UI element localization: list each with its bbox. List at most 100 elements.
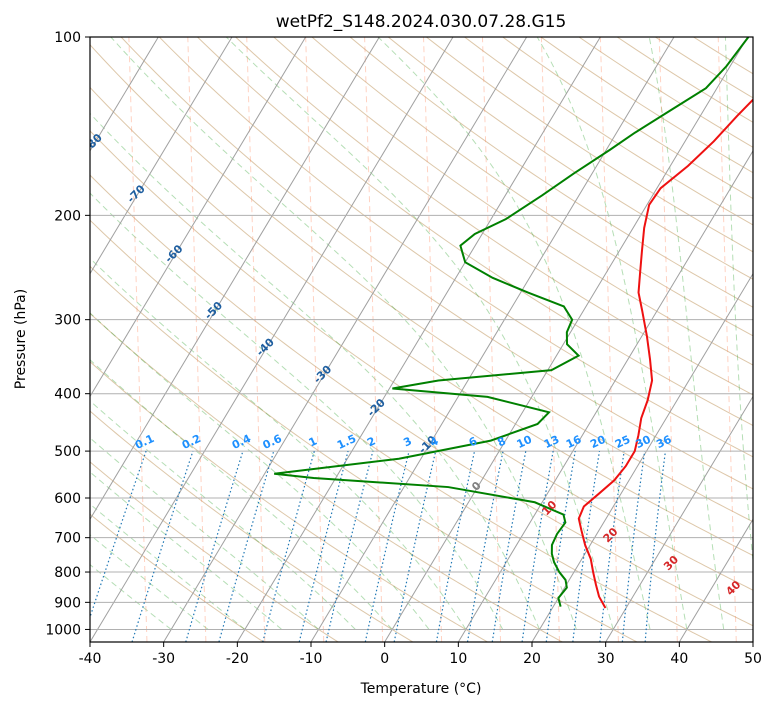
theta-e-line [658, 37, 678, 642]
mixing-ratio-line [599, 451, 625, 642]
isotherm-line [90, 37, 454, 642]
axes: -40 -30 -20 -10 0 10 20 30 40 50 100 200 300 400 500 60… [45, 30, 762, 667]
isotherm-label: -90 [37, 82, 60, 105]
theta-e-line [481, 37, 502, 642]
dry-adiabat-line [692, 37, 753, 75]
theta-e-line [246, 37, 266, 642]
moist-adiabat-line [90, 257, 467, 630]
isotherm-label: -40 [254, 335, 277, 358]
theta-e-line [599, 37, 619, 642]
mixing-ratio-label: 13 [542, 433, 561, 451]
theta-e-line [305, 37, 325, 642]
dry-adiabat-line [90, 461, 339, 642]
moist-adiabat-line [724, 37, 753, 566]
y-tick-label: 800 [54, 565, 81, 581]
mixing-ratio-label: 0.1 [133, 432, 156, 452]
x-tick-label: -40 [79, 651, 102, 667]
y-tick-label: 100 [54, 30, 81, 46]
dry-adiabat-line [120, 37, 753, 490]
y-tick-label: 300 [54, 313, 81, 329]
moist-adiabat-line [536, 37, 688, 630]
y-tick-label: 200 [54, 208, 81, 224]
isotherm-label: -60 [162, 242, 185, 265]
isotherm-line [90, 37, 307, 398]
y-tick-label: 1000 [45, 622, 81, 638]
moist-adiabat-line [90, 534, 209, 630]
dry-adiabat-line [90, 265, 638, 642]
isotherm-line [163, 37, 528, 642]
mixing-ratio-label: 2 [365, 434, 377, 449]
x-tick-label: 50 [744, 651, 762, 667]
isotherm-label: -80 [82, 131, 105, 154]
x-tick-label: 40 [670, 651, 688, 667]
mixing-ratio-line [364, 450, 410, 642]
y-tick-label: 900 [54, 595, 81, 611]
y-tick-label: 700 [54, 531, 81, 547]
mixing-ratio-label: 8 [495, 434, 507, 449]
x-tick-label: 10 [449, 651, 467, 667]
isotherm-line [457, 149, 753, 642]
mixing-ratio-label: 30 [634, 433, 654, 451]
dry-adiabat-line [90, 86, 753, 557]
mixing-ratio-label: 0.2 [180, 432, 203, 452]
mixing-ratio-label: 0.4 [230, 432, 253, 452]
dry-adiabat-line [90, 513, 264, 642]
moist-adiabat-line [90, 400, 356, 630]
mixing-ratio-label: 0.6 [261, 432, 284, 452]
moist-adiabat-line [225, 37, 614, 630]
moist-adiabat-line [90, 312, 430, 630]
theta-e-line [70, 37, 88, 642]
dry-adiabat-line [387, 37, 753, 280]
moist-adiabat-line [90, 471, 283, 630]
isotherm-line [90, 37, 233, 275]
dry-adiabat-line [311, 37, 753, 337]
temperature-profile-line [577, 98, 753, 609]
dry-adiabat-line [90, 410, 414, 642]
isotherm-label: -70 [125, 182, 148, 205]
x-tick-label: -30 [152, 651, 175, 667]
theta-e-line [717, 37, 737, 642]
x-tick-label: 20 [523, 651, 541, 667]
isotherm-line [90, 37, 380, 521]
dry-adiabat-line [501, 37, 753, 200]
moist-adiabat-line [110, 37, 577, 630]
y-tick-label: 500 [54, 444, 81, 460]
mixing-ratio-line [521, 450, 554, 642]
mixing-ratio-line [572, 451, 601, 642]
mixing-ratio-label: 20 [588, 433, 608, 451]
moist-adiabat-line [377, 37, 651, 630]
mixing-ratio-label: 36 [654, 433, 674, 451]
isotherm-label: -100 [0, 41, 13, 70]
mixing-ratio-line [185, 450, 244, 642]
mixing-ratio-line [262, 450, 315, 642]
dry-adiabat-line [273, 37, 753, 366]
mixing-ratio-line [218, 450, 275, 642]
dewpoint-profile-line [274, 37, 750, 607]
dry-adiabat-line [90, 312, 563, 642]
isotherm-line [678, 518, 753, 642]
mixing-ratio-line [131, 450, 194, 642]
isotherm-line [236, 37, 601, 642]
y-tick-label: 400 [54, 387, 81, 403]
moist-adiabat-line [90, 437, 319, 630]
dry-adiabat-line [90, 44, 753, 523]
x-tick-label: 0 [380, 651, 389, 667]
isotherm-line [752, 641, 753, 642]
mixing-ratio-line [325, 450, 374, 642]
moist-adiabat-line [648, 37, 725, 630]
series-lines [274, 37, 753, 609]
background-lines [0, 37, 753, 642]
mixing-ratio-label: 25 [613, 433, 632, 451]
mixing-ratio-line [644, 451, 667, 642]
isotherm-line [605, 395, 753, 642]
isotherm-line [0, 37, 11, 642]
chart-title: wetPf2_S148.2024.030.07.28.G15 [276, 12, 567, 32]
theta-e-line [187, 37, 207, 642]
dry-adiabat-line [234, 37, 753, 396]
isotherm-line [531, 272, 753, 642]
dry-adiabat-line [90, 130, 753, 591]
mixing-ratio-label: 10 [515, 433, 535, 451]
dry-adiabat-line [654, 37, 753, 99]
theta-e-label: 30 [661, 553, 681, 573]
